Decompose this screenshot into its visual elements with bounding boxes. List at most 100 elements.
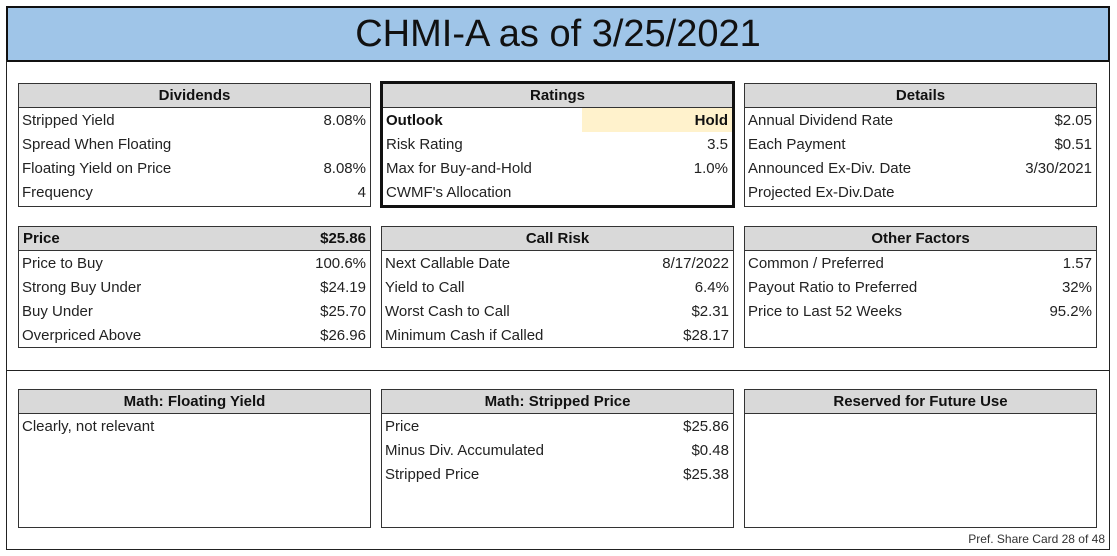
- ratings-header: Ratings: [383, 84, 732, 108]
- other-factors-row: Price to Last 52 Weeks 95.2%: [745, 299, 1096, 323]
- price-header: Price $25.86: [19, 227, 370, 251]
- row-label: Announced Ex-Div. Date: [748, 159, 912, 177]
- row-label: Worst Cash to Call: [385, 302, 510, 320]
- row-value: 1.57: [1062, 254, 1092, 272]
- row-label: Overpriced Above: [22, 326, 142, 344]
- outlook-value: Hold: [694, 111, 728, 129]
- row-value: $24.19: [320, 278, 366, 296]
- details-row: Annual Dividend Rate $2.05: [745, 108, 1096, 132]
- ratings-row-outlook: Outlook Hold: [383, 108, 732, 132]
- math-floating-yield-header: Math: Floating Yield: [19, 390, 370, 414]
- call-risk-row: Next Callable Date 8/17/2022: [382, 251, 733, 275]
- row-value: 8.08%: [323, 159, 366, 177]
- row-label: Outlook: [386, 111, 443, 129]
- row-value: 100.6%: [315, 254, 366, 272]
- row-value: 8/17/2022: [662, 254, 729, 272]
- row-value: $2.05: [1054, 111, 1092, 129]
- call-risk-row: Minimum Cash if Called $28.17: [382, 323, 733, 347]
- dividends-panel: Dividends Stripped Yield 8.08% Spread Whe…: [18, 83, 371, 207]
- math-stripped-price-panel: Math: Stripped Price Price $25.86 Minus D…: [381, 389, 734, 528]
- row-value: 3.5: [707, 135, 728, 153]
- math-stripped-row: Stripped Price $25.38: [382, 462, 733, 486]
- row-value: 3/30/2021: [1025, 159, 1092, 177]
- row-value: 8.08%: [323, 111, 366, 129]
- row-label: Yield to Call: [385, 278, 465, 296]
- ratings-row: Risk Rating 3.5: [383, 132, 732, 156]
- row-label: Spread When Floating: [22, 135, 172, 153]
- details-row: Each Payment $0.51: [745, 132, 1096, 156]
- reserved-panel: Reserved for Future Use: [744, 389, 1097, 528]
- other-factors-row: Common / Preferred 1.57: [745, 251, 1096, 275]
- math-stripped-row: Price $25.86: [382, 414, 733, 438]
- other-factors-header: Other Factors: [745, 227, 1096, 251]
- row-label: Minus Div. Accumulated: [385, 441, 544, 459]
- row-value: $0.48: [691, 441, 729, 459]
- row-value: $28.17: [683, 326, 729, 344]
- row-label: Payout Ratio to Preferred: [748, 278, 918, 296]
- row-label: Common / Preferred: [748, 254, 884, 272]
- details-row: Projected Ex-Div.Date: [745, 180, 1096, 204]
- row-label: Price to Last 52 Weeks: [748, 302, 902, 320]
- row-label: Annual Dividend Rate: [748, 111, 894, 129]
- price-row: Overpriced Above $26.96: [19, 323, 370, 347]
- row-label: Strong Buy Under: [22, 278, 142, 296]
- math-stripped-price-header: Math: Stripped Price: [382, 390, 733, 414]
- row-label: Floating Yield on Price: [22, 159, 172, 177]
- dividends-row: Frequency 4: [19, 180, 370, 204]
- row-value: $0.51: [1054, 135, 1092, 153]
- reserved-header: Reserved for Future Use: [745, 390, 1096, 414]
- row-value: $26.96: [320, 326, 366, 344]
- row-value: 6.4%: [694, 278, 729, 296]
- dividends-header: Dividends: [19, 84, 370, 108]
- page-title: CHMI-A as of 3/25/2021: [6, 6, 1110, 62]
- math-floating-yield-panel: Math: Floating Yield Clearly, not releva…: [18, 389, 371, 528]
- call-risk-panel: Call Risk Next Callable Date 8/17/2022 Yi…: [381, 226, 734, 348]
- row-label: Minimum Cash if Called: [385, 326, 544, 344]
- row-label: Price: [385, 417, 420, 435]
- call-risk-header: Call Risk: [382, 227, 733, 251]
- row-label: Frequency: [22, 183, 93, 201]
- row-label: Next Callable Date: [385, 254, 511, 272]
- row-label: Price to Buy: [22, 254, 103, 272]
- note-text: Clearly, not relevant: [22, 417, 155, 435]
- row-label: Risk Rating: [386, 135, 463, 153]
- details-row: Announced Ex-Div. Date 3/30/2021: [745, 156, 1096, 180]
- row-value: $25.38: [683, 465, 729, 483]
- card-frame: [6, 60, 1110, 550]
- dividends-row: Floating Yield on Price 8.08%: [19, 156, 370, 180]
- row-value: $2.31: [691, 302, 729, 320]
- row-value: 1.0%: [693, 159, 728, 177]
- row-label: Buy Under: [22, 302, 93, 320]
- row-label: Each Payment: [748, 135, 846, 153]
- price-header-label: Price: [23, 230, 60, 247]
- row-label: Projected Ex-Div.Date: [748, 183, 895, 201]
- row-value: $25.70: [320, 302, 366, 320]
- ratings-row: Max for Buy-and-Hold 1.0%: [383, 156, 732, 180]
- price-header-value: $25.86: [320, 230, 366, 247]
- dividends-row: Stripped Yield 8.08%: [19, 108, 370, 132]
- row-label: CWMF's Allocation: [386, 183, 512, 201]
- price-row: Strong Buy Under $24.19: [19, 275, 370, 299]
- ratings-panel: Ratings Outlook Hold Risk Rating 3.5 Max f…: [380, 81, 735, 208]
- call-risk-row: Worst Cash to Call $2.31: [382, 299, 733, 323]
- details-panel: Details Annual Dividend Rate $2.05 Each P…: [744, 83, 1097, 207]
- row-label: Stripped Price: [385, 465, 480, 483]
- row-label: Max for Buy-and-Hold: [386, 159, 532, 177]
- other-factors-row: Payout Ratio to Preferred 32%: [745, 275, 1096, 299]
- math-floating-yield-text: Clearly, not relevant: [19, 414, 370, 438]
- call-risk-row: Yield to Call 6.4%: [382, 275, 733, 299]
- other-factors-panel: Other Factors Common / Preferred 1.57 Pay…: [744, 226, 1097, 348]
- price-panel: Price $25.86 Price to Buy 100.6% Strong Bu…: [18, 226, 371, 348]
- row-value: 32%: [1061, 278, 1092, 296]
- price-row: Price to Buy 100.6%: [19, 251, 370, 275]
- row-value: 95.2%: [1049, 302, 1092, 320]
- ratings-row: CWMF's Allocation: [383, 180, 732, 204]
- row-value: $25.86: [683, 417, 729, 435]
- details-header: Details: [745, 84, 1096, 108]
- dividends-row: Spread When Floating: [19, 132, 370, 156]
- section-divider: [6, 370, 1110, 371]
- row-label: Stripped Yield: [22, 111, 115, 129]
- footer-card-count: Pref. Share Card 28 of 48: [968, 532, 1105, 546]
- math-stripped-row: Minus Div. Accumulated $0.48: [382, 438, 733, 462]
- price-row: Buy Under $25.70: [19, 299, 370, 323]
